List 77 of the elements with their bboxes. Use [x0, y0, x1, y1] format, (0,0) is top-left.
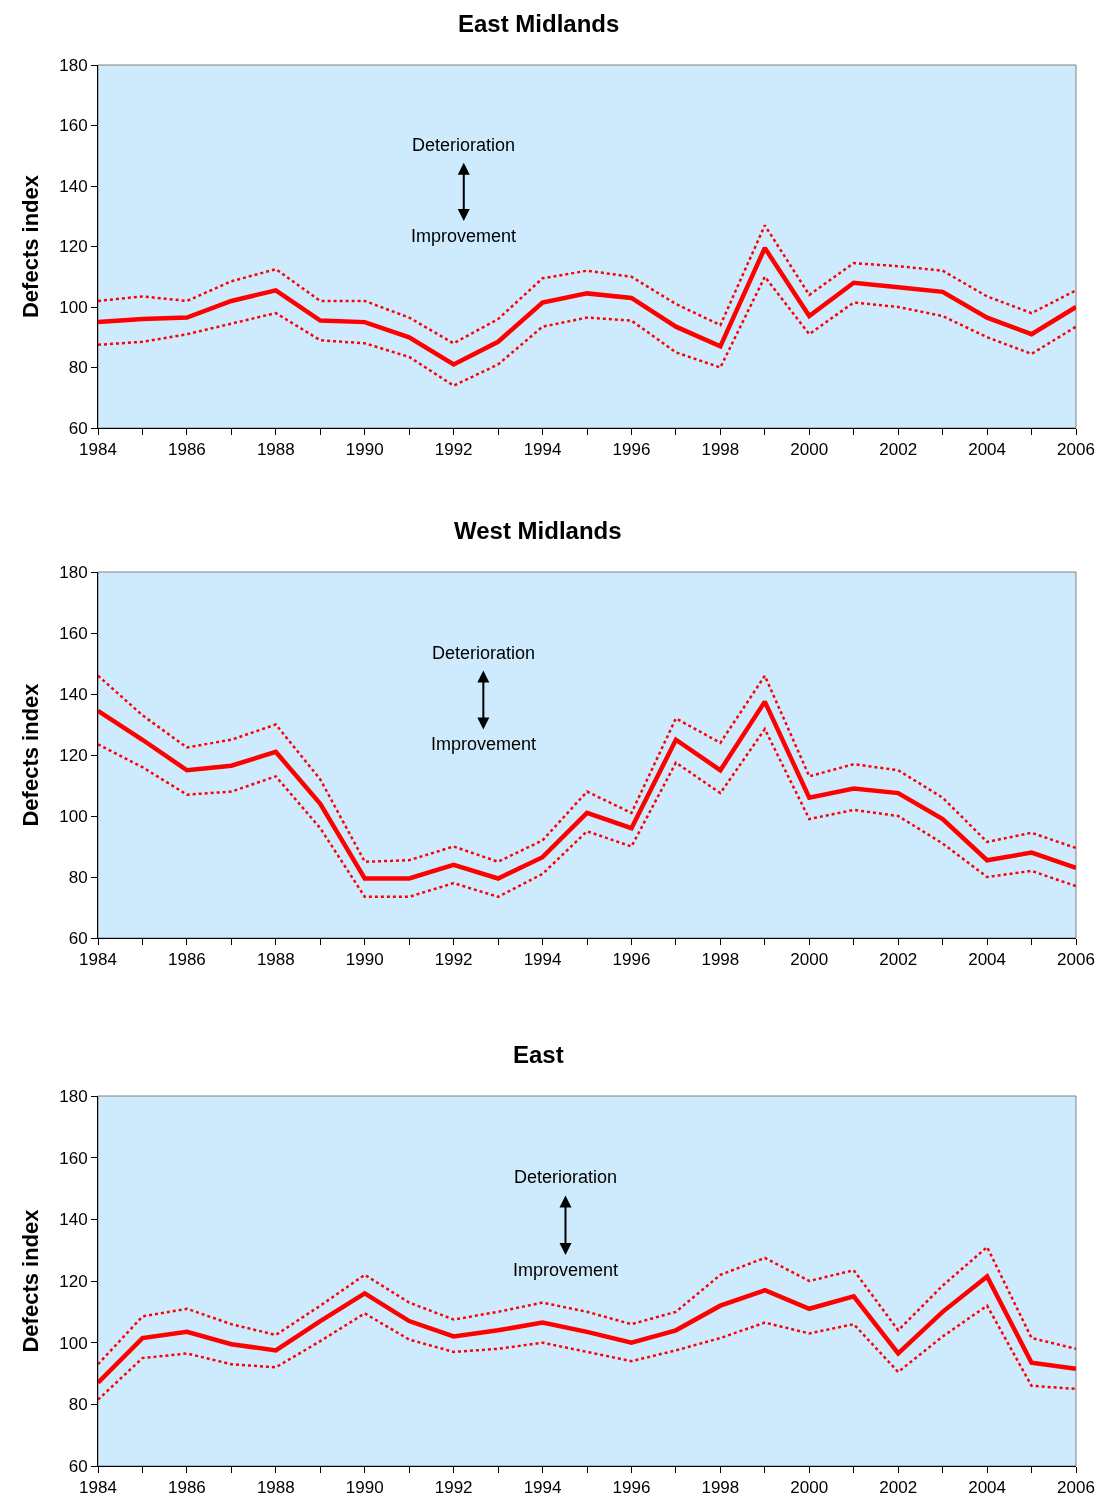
y-tick-label: 100: [59, 297, 88, 317]
y-tick-label: 80: [68, 1395, 88, 1415]
x-tick-label: 1988: [256, 1478, 295, 1498]
annotation: Deterioration: [514, 1167, 618, 1187]
chart-title: East: [513, 1041, 564, 1068]
x-tick-label: 2006: [1057, 1478, 1095, 1498]
annotation: Improvement: [411, 226, 517, 246]
x-tick-label: 2006: [1057, 950, 1095, 970]
x-tick-label: 2000: [790, 440, 829, 460]
x-tick-label: 1990: [345, 440, 384, 460]
x-tick-label: 1992: [434, 950, 473, 970]
x-tick-label: 2002: [879, 950, 918, 970]
line-series: [98, 674, 1076, 863]
x-tick-label: 1996: [612, 950, 651, 970]
y-tick-label: 160: [59, 1148, 88, 1168]
y-tick-label: 180: [59, 1086, 88, 1106]
x-tick-label: 1986: [168, 440, 206, 460]
x-tick-label: 1998: [701, 950, 740, 970]
x-tick-label: 1992: [434, 1478, 473, 1498]
line-series: [98, 727, 1076, 899]
line-series: [98, 245, 1076, 367]
annotation: Improvement: [513, 1260, 619, 1280]
chart-title: East Midlands: [458, 10, 620, 37]
annotation: Deterioration: [432, 643, 536, 663]
y-tick-label: 120: [59, 1271, 88, 1291]
y-tick-label: 140: [59, 176, 88, 196]
x-tick-label: 1986: [168, 1478, 206, 1498]
y-tick-label: 180: [59, 55, 88, 75]
x-tick-label: 1994: [523, 440, 562, 460]
x-tick-label: 2000: [790, 1478, 829, 1498]
line-series: [98, 224, 1076, 345]
x-tick-label: 1996: [612, 1478, 651, 1498]
y-tick-label: 120: [59, 237, 88, 257]
x-tick-label: 1988: [256, 950, 295, 970]
y-tick-label: 80: [68, 358, 88, 378]
annotation: Improvement: [431, 734, 537, 754]
annotation: Deterioration: [412, 135, 516, 155]
y-tick-label: 160: [59, 116, 88, 136]
line-series: [98, 699, 1076, 881]
x-tick-label: 1994: [523, 1478, 562, 1498]
line-series: [98, 1245, 1076, 1366]
x-tick-label: 1988: [256, 440, 295, 460]
x-tick-label: 1984: [79, 440, 117, 460]
y-tick-label: 160: [59, 623, 88, 643]
x-tick-label: 1984: [79, 950, 117, 970]
y-tick-label: 120: [59, 745, 88, 765]
y-tick-label: 60: [68, 418, 88, 438]
x-tick-label: 2002: [879, 440, 918, 460]
x-tick-label: 1990: [345, 1478, 384, 1498]
y-tick-label: 60: [68, 1456, 88, 1476]
x-tick-label: 2000: [790, 950, 829, 970]
x-tick-label: 1998: [701, 440, 740, 460]
x-tick-label: 1986: [168, 950, 206, 970]
x-tick-label: 1998: [701, 1478, 740, 1498]
y-tick-label: 140: [59, 1210, 88, 1230]
x-tick-label: 1996: [612, 440, 651, 460]
x-tick-label: 2006: [1057, 440, 1095, 460]
y-tick-label: 100: [59, 806, 88, 826]
y-axis-title: Defects index: [18, 174, 44, 319]
x-tick-label: 1984: [79, 1478, 117, 1498]
x-tick-label: 2004: [968, 1478, 1006, 1498]
x-tick-label: 2004: [968, 950, 1006, 970]
y-tick-label: 180: [59, 562, 88, 582]
line-series: [98, 1304, 1076, 1401]
y-axis-title: Defects index: [18, 1208, 44, 1353]
chart-title: West Midlands: [454, 517, 622, 544]
y-tick-label: 140: [59, 684, 88, 704]
y-tick-label: 60: [68, 928, 88, 948]
x-tick-label: 1992: [434, 440, 473, 460]
x-tick-label: 2002: [879, 1478, 918, 1498]
x-tick-label: 1994: [523, 950, 562, 970]
x-tick-label: 2004: [968, 440, 1006, 460]
y-tick-label: 80: [68, 867, 88, 887]
y-tick-label: 100: [59, 1333, 88, 1353]
line-series: [98, 275, 1076, 387]
y-axis-title: Defects index: [18, 682, 44, 827]
x-tick-label: 1990: [345, 950, 384, 970]
